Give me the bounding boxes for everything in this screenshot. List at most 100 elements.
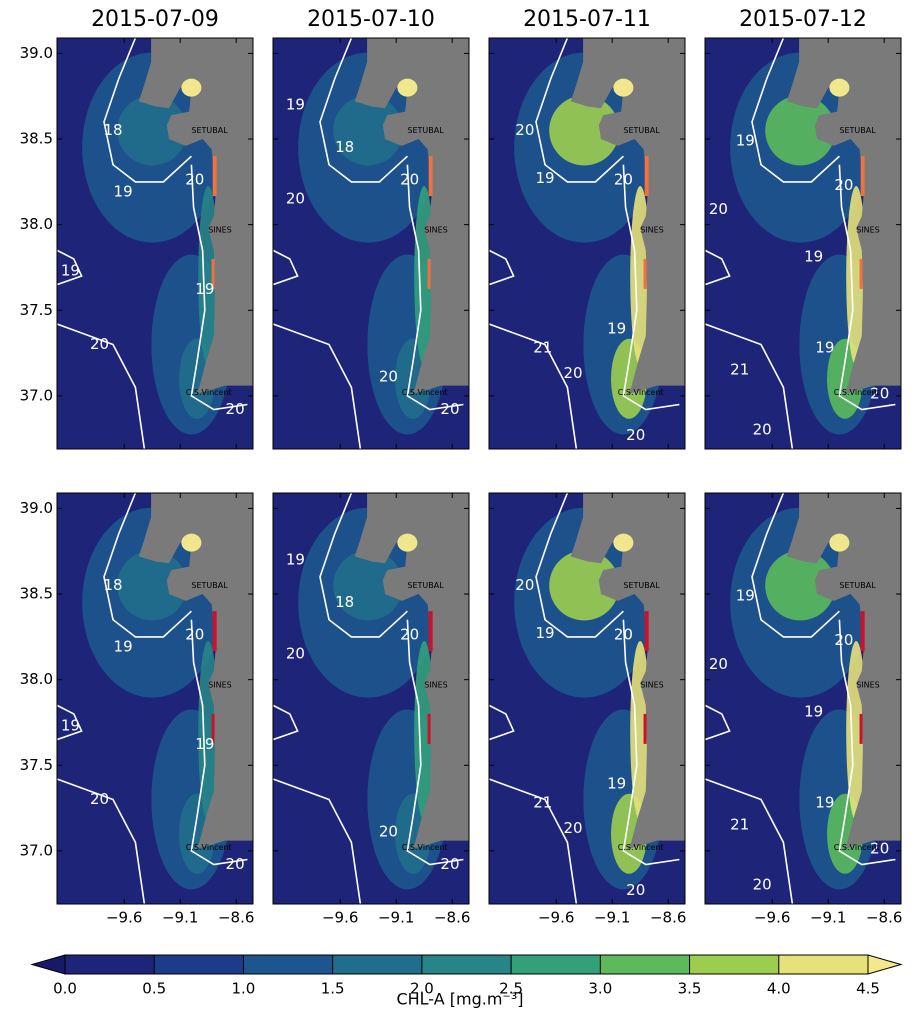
map-panel: 19 18 20 20 20 20 SETUBAL SINES C.S.Vincent [273, 493, 469, 904]
contour-label: 20 [226, 400, 245, 418]
contour-label: 20 [440, 400, 459, 418]
x-tick-label: −9.1 [594, 909, 630, 927]
contour-label: 20 [286, 644, 305, 662]
panel-frame [272, 492, 470, 905]
contour-label: 20 [753, 876, 772, 894]
bloom [765, 550, 836, 621]
contour [705, 704, 731, 741]
contour-label: 20 [753, 421, 772, 439]
colorbar-over [868, 955, 901, 974]
land [354, 38, 469, 395]
contour-label: 20 [379, 368, 398, 386]
contour-label: 19 [804, 703, 823, 721]
contour-label: 18 [103, 576, 122, 594]
colorbar-tick-label: 0.0 [53, 980, 77, 998]
colorbar-bin [778, 955, 868, 974]
contour [273, 778, 362, 904]
colorbar-tick-label: 1.0 [232, 980, 256, 998]
contour-label: 20 [400, 626, 419, 644]
contour [705, 323, 794, 449]
contour [535, 493, 624, 638]
x-tick-label: −9.6 [322, 909, 358, 927]
flag [859, 258, 863, 289]
colorbar-tick-label: 2.5 [499, 980, 523, 998]
colorbar-bin [332, 955, 422, 974]
contour-label: 20 [226, 855, 245, 873]
bloom [549, 550, 620, 621]
x-tick-label: −9.1 [162, 909, 198, 927]
place-label: SINES [856, 680, 880, 689]
bloom [117, 95, 188, 166]
contour-label: 19 [286, 95, 305, 113]
contour-label: 19 [736, 586, 755, 604]
contour-label: 20 [286, 189, 305, 207]
y-tick-label: 38.5 [20, 130, 53, 148]
contour-label: 19 [607, 320, 626, 338]
panel-frame [272, 37, 470, 450]
place-label: C.S.Vincent [186, 388, 232, 397]
bloom [333, 95, 404, 166]
contour-label: 20 [379, 823, 398, 841]
contour-label: 20 [563, 819, 582, 837]
panel-frame [488, 492, 686, 905]
colorbar-bin [689, 955, 779, 974]
estuary [829, 533, 850, 552]
place-label: SETUBAL [407, 126, 444, 135]
panel-frame [56, 37, 254, 450]
contour [57, 778, 146, 904]
contour [622, 619, 680, 866]
panel-frame [704, 37, 902, 450]
colorbar-bin [600, 955, 690, 974]
contour [622, 164, 680, 411]
y-tick-label: 38.0 [20, 215, 53, 233]
map-panel: 19 20 20 19 19 21 20 20 SETUBAL SINES C.S.Vincent [705, 493, 901, 904]
flag [427, 258, 431, 289]
bloom [117, 550, 188, 621]
flag [428, 156, 433, 197]
contour [838, 619, 896, 866]
y-tick-label: 37.5 [20, 301, 53, 319]
contour [838, 164, 896, 411]
x-tick-label: −8.6 [650, 909, 686, 927]
place-label: SETUBAL [407, 581, 444, 590]
colorbar-bin [243, 955, 333, 974]
contour-label: 19 [286, 550, 305, 568]
contour [751, 493, 840, 638]
place-label: SINES [208, 225, 232, 234]
flag [860, 156, 865, 197]
contour [489, 323, 578, 449]
contour-label: 20 [90, 335, 109, 353]
colorbar-tick-label: 3.5 [678, 980, 702, 998]
contour-label: 20 [626, 881, 645, 899]
land [570, 493, 685, 850]
x-tick-label: −9.6 [106, 909, 142, 927]
estuary [181, 78, 202, 97]
map-panel: 19 20 20 19 19 21 20 20 SETUBAL SINES C.S.Vincent [705, 38, 901, 449]
contour-label: 21 [533, 793, 552, 811]
bloom [765, 95, 836, 166]
x-tick-label: −9.1 [810, 909, 846, 927]
contour [273, 704, 299, 741]
y-tick-label: 38.5 [20, 585, 53, 603]
colorbar-tick-label: 0.5 [142, 980, 166, 998]
map-panel: 19 18 20 20 20 20 SETUBAL SINES C.S.Vincent [273, 38, 469, 449]
contour-label: 20 [515, 121, 534, 139]
estuary [613, 533, 634, 552]
land [786, 493, 901, 850]
contour [273, 249, 299, 286]
y-tick-label: 37.5 [20, 756, 53, 774]
land [354, 493, 469, 850]
bloom [333, 550, 404, 621]
contour [190, 164, 248, 411]
colorbar-under [32, 955, 65, 974]
colorbar-tick-label: 2.0 [410, 980, 434, 998]
contour-label: 19 [114, 183, 133, 201]
colorbar-tick-label: 1.5 [321, 980, 345, 998]
contour-label: 19 [736, 131, 755, 149]
place-label: SINES [640, 225, 664, 234]
colorbar-tick-label: 4.5 [856, 980, 880, 998]
contour [489, 778, 578, 904]
contour-label: 21 [730, 361, 749, 379]
contour-label: 20 [626, 426, 645, 444]
